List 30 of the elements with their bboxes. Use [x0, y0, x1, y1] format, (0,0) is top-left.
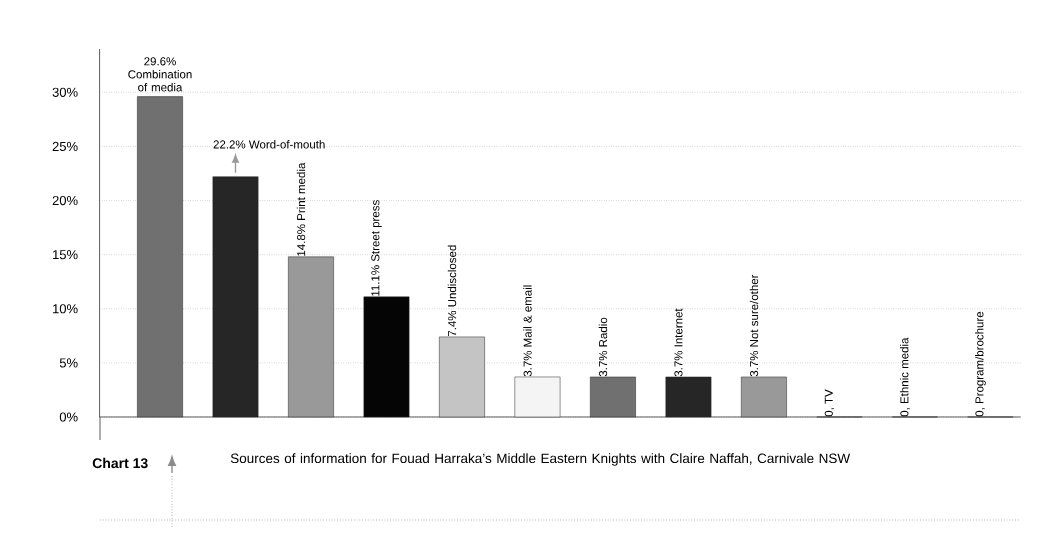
- y-tick-label: 20%: [52, 195, 78, 206]
- data-label: 3.7% Mail & email: [523, 285, 532, 377]
- bar: [137, 96, 183, 418]
- y-tick-label: 5%: [59, 358, 78, 368]
- data-label: 3.7% Radio: [598, 317, 608, 377]
- y-tick-label: 25%: [52, 141, 78, 152]
- bar: [741, 376, 787, 418]
- text: Chart 13: [92, 457, 148, 469]
- data-label: 3.7% Not sure/other: [749, 274, 759, 377]
- data-label: 11.1% Street press: [371, 200, 382, 296]
- y-tick-label: 15%: [53, 250, 78, 260]
- data-label: 7.4% Undisclosed: [447, 245, 457, 337]
- y-tick-label: 10%: [53, 304, 78, 314]
- bar: [363, 296, 410, 418]
- bar: [288, 256, 334, 418]
- y-tick-label: 0%: [59, 412, 78, 422]
- bar: [514, 376, 561, 418]
- data-label: 14.8% Print media: [296, 162, 306, 256]
- bar: [665, 376, 712, 418]
- text: Sources of information for Fouad Harraka’s Middle Eastern Knights with Claire Naffah, Carnivale NSW: [230, 453, 851, 466]
- bar: [439, 336, 485, 418]
- data-label: 3.7% Internet: [674, 308, 683, 377]
- data-label: 0, Program/brochure: [975, 311, 986, 417]
- data-label: 29.6% Combination of media: [128, 57, 192, 92]
- data-label: 0, TV: [824, 389, 835, 417]
- bar: [590, 376, 636, 418]
- y-tick-label: 30%: [52, 87, 78, 97]
- data-label: 0, Ethnic media: [900, 337, 910, 417]
- bar: [212, 176, 259, 418]
- data-label: 22.2% Word-of-mouth: [213, 140, 325, 149]
